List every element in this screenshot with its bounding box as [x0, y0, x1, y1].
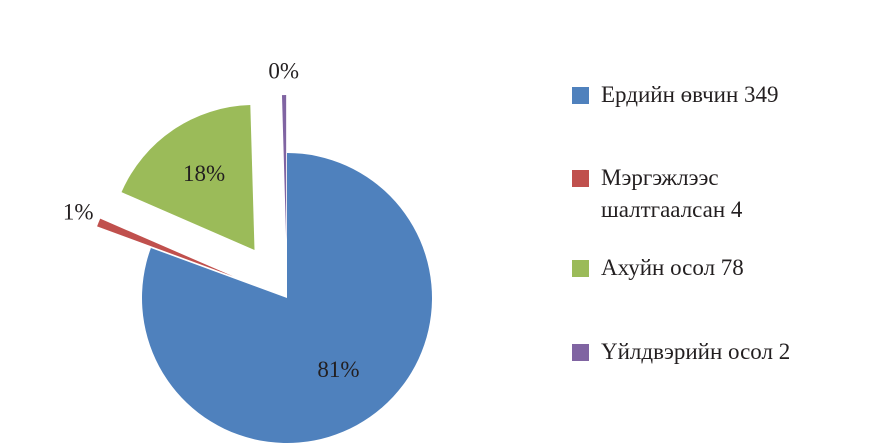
legend-swatch: [572, 87, 589, 104]
pie-slice: [281, 95, 287, 241]
legend-label: Ердийн өвчин 349: [601, 82, 779, 107]
pie-slice: [142, 153, 433, 443]
legend-swatch: [572, 344, 589, 361]
legend-swatch: [572, 170, 589, 187]
legend-label: Ахуйн осол 78: [601, 255, 744, 280]
legend-item: Үйлдвэрийн осол 2: [572, 336, 790, 368]
data-label: 0%: [268, 58, 299, 83]
legend-item: Ахуйн осол 78: [572, 252, 744, 284]
legend: Ердийн өвчин 349 Мэргэжлээс шалтгаалсан 4…: [572, 0, 888, 443]
pie-slice: [97, 218, 234, 277]
data-label: 1%: [63, 200, 94, 225]
legend-item: Ердийн өвчин 349: [572, 79, 779, 111]
legend-item: Мэргэжлээс шалтгаалсан 4: [572, 162, 831, 226]
data-label: 18%: [183, 161, 225, 186]
pie-slice: [121, 105, 255, 250]
data-label: 81%: [317, 357, 359, 382]
legend-label: Мэргэжлээс шалтгаалсан 4: [601, 165, 743, 222]
legend-swatch: [572, 260, 589, 277]
legend-label: Үйлдвэрийн осол 2: [601, 339, 791, 364]
